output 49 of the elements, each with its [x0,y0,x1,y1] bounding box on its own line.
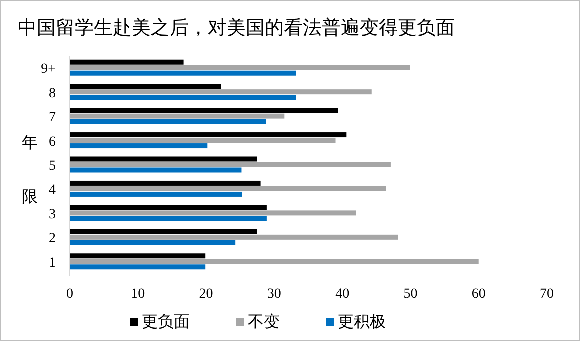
bar [70,205,267,210]
x-tick-label: 30 [267,287,282,302]
bar [70,156,258,162]
text: 年限 [22,133,38,206]
bar [70,84,222,90]
y-tick-label: 4 [49,183,56,198]
bar [70,216,267,222]
y-tick-label: 7 [49,110,56,126]
bar [70,229,258,234]
bar [70,60,184,65]
bar [70,186,386,192]
x-tick-label: 20 [199,287,214,302]
bar [70,90,372,95]
bar [70,254,206,259]
legend-label: 不变 [248,312,280,331]
y-tick-label: 2 [49,232,56,247]
x-tick-label: 60 [472,287,486,302]
x-tick-label: 10 [131,287,146,302]
legend-label: 更负面 [142,312,190,331]
bar [70,119,266,124]
bar [70,95,296,100]
y-tick-label: 6 [49,134,56,150]
bar [70,240,236,246]
y-tick-label: 1 [49,256,56,271]
y-tick-label: 8 [49,86,56,102]
x-tick-label: 40 [336,287,350,302]
y-tick-label: 5 [49,159,56,174]
bar [70,264,206,270]
bar [70,144,208,149]
bar [70,259,479,264]
bar [70,234,398,240]
bar [70,192,242,197]
legend-label: 更积极 [338,312,386,331]
x-tick-label: 50 [404,287,418,302]
y-tick-label: 3 [49,207,56,222]
x-tick-label: 70 [540,287,554,302]
bar [70,162,391,168]
chart-title: 中国留学生赴美之后，对美国的看法普遍变得更负面 [18,17,455,39]
y-tick-label: 9+ [41,62,56,78]
bar [70,114,285,119]
bar [70,138,336,144]
bar [70,210,356,216]
bar [70,180,261,186]
bar [70,65,410,70]
bar [70,132,347,138]
bar [70,70,296,76]
x-tick-label: 0 [66,287,74,302]
bar [70,108,338,114]
bar [70,168,242,173]
